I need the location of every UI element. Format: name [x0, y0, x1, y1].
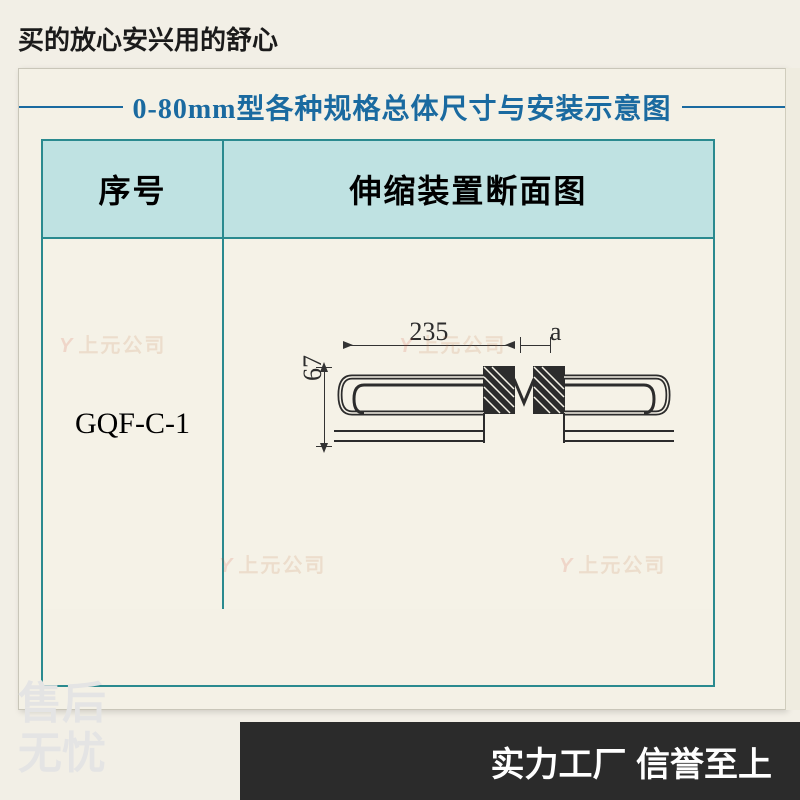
arrow-right-icon: [505, 341, 515, 349]
dim-gap-line: [520, 345, 550, 346]
footer-slogan-bar: 实力工厂 信誉至上: [240, 722, 800, 800]
arrow-down-icon: [320, 443, 328, 453]
row-label: GQF-C-1: [43, 239, 224, 609]
dim-width-line: [344, 345, 514, 346]
arrow-left-icon: [343, 341, 353, 349]
dim-tick: [520, 337, 521, 353]
dim-tick: [316, 367, 332, 368]
dim-width-label: 235: [344, 317, 514, 347]
col-header-index: 序号: [43, 141, 224, 237]
sheet-title: 0-80mm型各种规格总体尺寸与安装示意图: [123, 87, 682, 127]
dim-width-235: 235: [344, 321, 514, 351]
dim-gap-label: a: [550, 317, 562, 347]
spec-sheet: 0-80mm型各种规格总体尺寸与安装示意图 序号 伸缩装置断面图 GQF-C-1…: [18, 68, 786, 710]
dim-height-line: [324, 367, 325, 447]
page-root: 买的放心安兴用的舒心 0-80mm型各种规格总体尺寸与安装示意图 序号 伸缩装置…: [0, 0, 800, 800]
page-edge: [785, 68, 800, 710]
spec-table: 序号 伸缩装置断面图 GQF-C-1 235: [41, 139, 715, 687]
after-sales-line1: 售后: [18, 679, 106, 728]
table-row: GQF-C-1 235 a: [43, 239, 713, 609]
table-header-row: 序号 伸缩装置断面图: [43, 141, 713, 239]
row-diagram-cell: 235 a: [224, 239, 713, 609]
after-sales-line2: 无忧: [18, 729, 106, 778]
footer-slogan: 实力工厂 信誉至上: [491, 737, 772, 786]
dim-tick: [316, 446, 332, 447]
sheet-title-row: 0-80mm型各种规格总体尺寸与安装示意图: [19, 87, 785, 127]
top-tagline: 买的放心安兴用的舒心: [18, 20, 278, 57]
dim-height-67: 67: [306, 367, 332, 467]
after-sales-badge: 售后 无忧: [18, 679, 106, 780]
title-rule-left: [19, 106, 123, 108]
joint-svg: [334, 359, 674, 459]
expansion-joint-diagram: 235 a: [224, 239, 713, 609]
title-rule-right: [682, 106, 786, 108]
joint-section-drawing: [334, 359, 674, 459]
dim-tick: [550, 337, 551, 353]
col-header-diagram: 伸缩装置断面图: [224, 141, 713, 237]
